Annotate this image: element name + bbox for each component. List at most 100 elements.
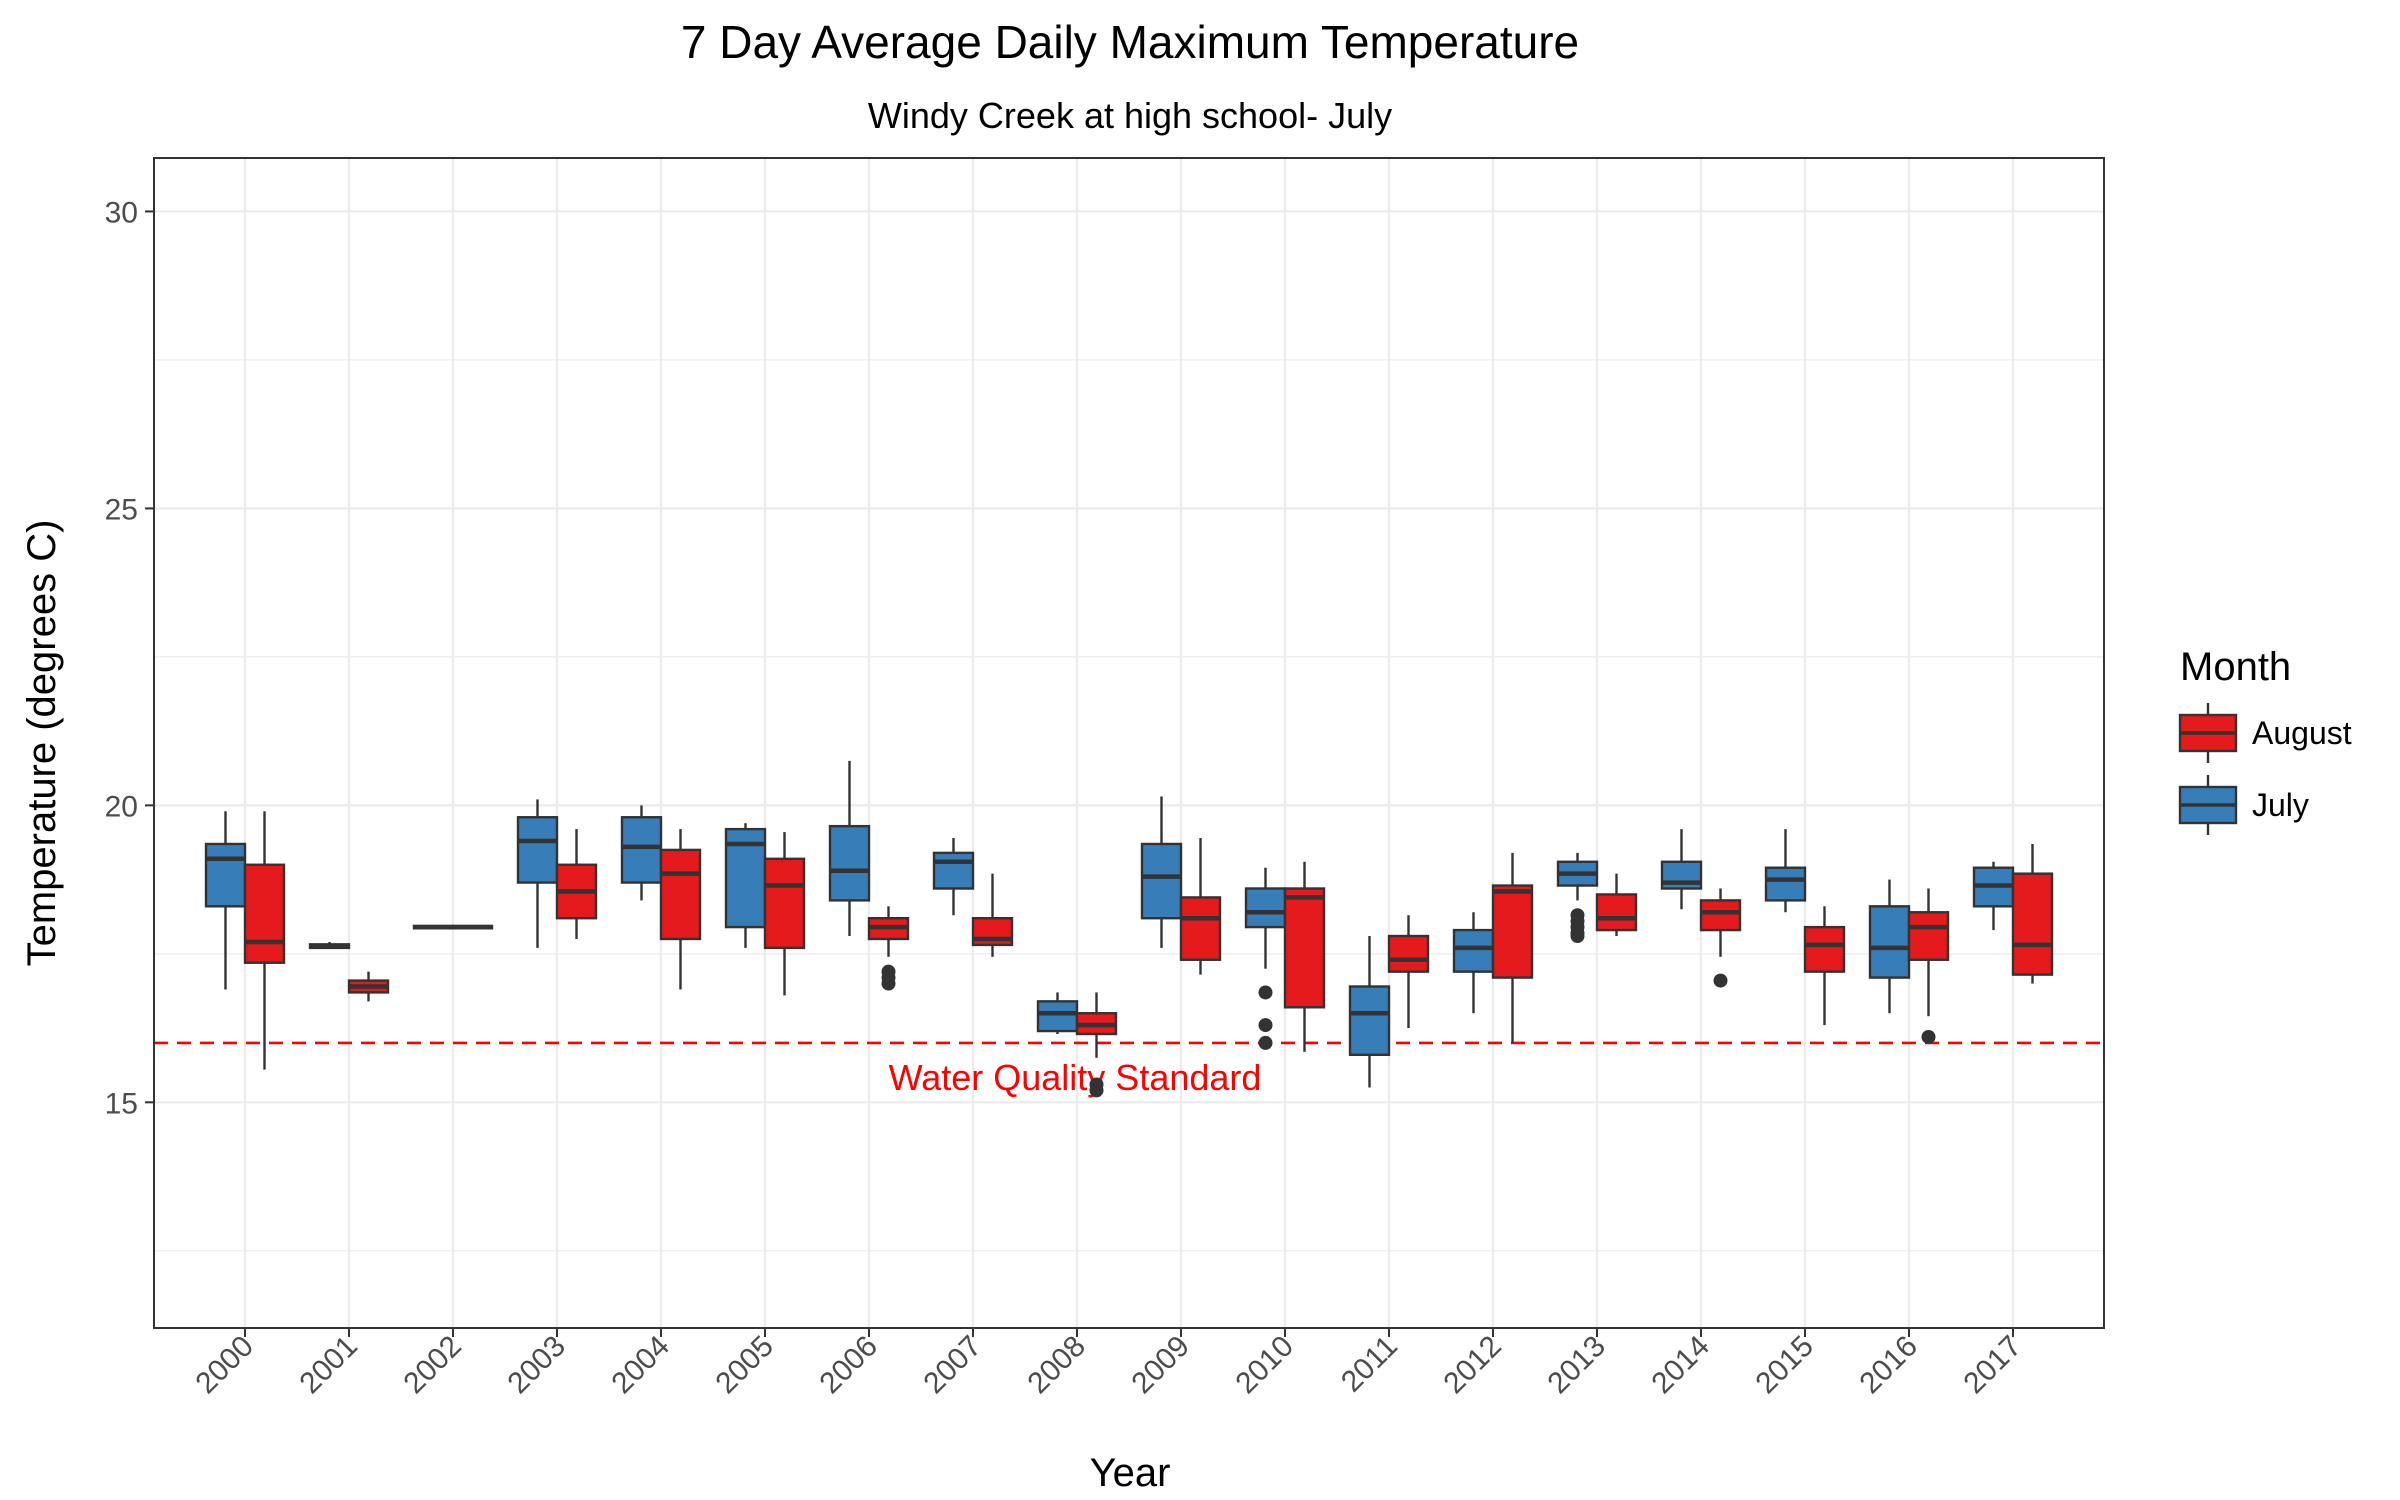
x-tick-label: 2004 xyxy=(605,1330,676,1401)
x-tick-label: 2015 xyxy=(1749,1330,1820,1401)
water-quality-line: Water Quality Standard xyxy=(154,1041,2104,1098)
x-tick-label: 2014 xyxy=(1645,1330,1716,1401)
box-body xyxy=(1283,887,1326,1009)
chart-title: 7 Day Average Daily Maximum Temperature xyxy=(681,16,1579,68)
box-august-2010 xyxy=(1283,861,1326,1052)
box-july-2012 xyxy=(1452,912,1495,1014)
outlier-point xyxy=(1258,985,1273,1000)
outlier-point xyxy=(1570,929,1585,944)
x-tick-label: 2012 xyxy=(1437,1330,1508,1401)
grid-minor xyxy=(154,359,2104,1252)
plot-border xyxy=(153,157,2105,1329)
legend-key-july xyxy=(2178,775,2238,835)
box-july-2009 xyxy=(1140,796,1183,948)
box-body xyxy=(1348,985,1391,1057)
x-tick-label: 2001 xyxy=(293,1330,364,1401)
box-body xyxy=(2011,872,2054,976)
box-august-2009 xyxy=(1179,838,1222,975)
box-august-2001 xyxy=(347,971,390,1002)
box-body xyxy=(1452,928,1495,973)
box-july-2008 xyxy=(1036,992,1079,1035)
reference-line-label: Water Quality Standard xyxy=(889,1057,1262,1098)
legend: Month August July xyxy=(2178,645,2352,835)
box-body xyxy=(659,848,702,941)
outlier-point xyxy=(881,976,896,991)
box-body xyxy=(1491,884,1534,979)
box-body xyxy=(1764,866,1807,902)
box-july-2015 xyxy=(1764,829,1807,913)
box-august-2007 xyxy=(971,873,1014,957)
box-july-2000 xyxy=(204,811,247,990)
box-body xyxy=(1868,905,1911,979)
box-body xyxy=(1907,911,1950,961)
x-tick-label: 2006 xyxy=(813,1330,884,1401)
box-july-2010 xyxy=(1244,867,1287,1050)
outlier-point xyxy=(1921,1029,1936,1044)
y-axis-title: Temperature (degrees C) xyxy=(20,520,64,967)
box-august-2003 xyxy=(555,829,598,939)
box-july-2014 xyxy=(1660,829,1703,910)
box-july-2005 xyxy=(724,823,767,948)
box-body xyxy=(620,816,663,884)
box-body xyxy=(1803,925,1846,973)
x-tick-label: 2017 xyxy=(1957,1330,2028,1401)
x-axis: 2000 2001 2002 2003 2004 2005 2006 2007 2008 2009… xyxy=(189,1328,2028,1400)
x-tick-label: 2002 xyxy=(397,1330,468,1401)
legend-label-august: August xyxy=(2252,715,2352,751)
box-august-2000 xyxy=(243,811,286,1070)
box-august-2015 xyxy=(1803,906,1846,1026)
x-tick-label: 2011 xyxy=(1335,1330,1404,1399)
box-body xyxy=(1036,1000,1079,1033)
x-tick-label: 2010 xyxy=(1229,1330,1300,1401)
chart-subtitle: Windy Creek at high school- July xyxy=(868,95,1392,136)
x-tick-label: 2008 xyxy=(1021,1330,1092,1401)
y-tick-label: 30 xyxy=(105,196,138,229)
y-tick-label: 25 xyxy=(105,493,138,526)
box-july-2013 xyxy=(1556,852,1599,944)
outlier-point xyxy=(1089,1083,1104,1098)
y-tick-label: 15 xyxy=(105,1087,138,1120)
box-august-2004 xyxy=(659,829,702,990)
box-body xyxy=(828,824,871,902)
x-tick-label: 2000 xyxy=(189,1330,260,1401)
x-tick-label: 2005 xyxy=(709,1330,780,1401)
box-body xyxy=(763,857,806,950)
outlier-point xyxy=(1258,1035,1273,1050)
x-tick-label: 2007 xyxy=(917,1330,988,1401)
x-tick-label: 2009 xyxy=(1125,1330,1196,1401)
box-august-2006 xyxy=(867,906,910,991)
x-axis-title: Year xyxy=(1090,1451,1171,1495)
box-july-2001 xyxy=(308,941,351,950)
legend-title: Month xyxy=(2180,645,2291,689)
box-august-2017 xyxy=(2011,843,2054,984)
y-axis: 15 20 25 30 xyxy=(105,196,154,1120)
box-body xyxy=(1179,896,1222,961)
box-july-2006 xyxy=(828,760,871,937)
box-july-2002 xyxy=(412,924,455,930)
legend-key-august xyxy=(2178,703,2238,763)
box-august-2012 xyxy=(1491,852,1534,1043)
plot-panel xyxy=(154,158,2104,1328)
outlier-point xyxy=(1713,973,1728,988)
x-tick-label: 2003 xyxy=(501,1330,572,1401)
box-august-2011 xyxy=(1387,915,1430,1029)
box-july-2011 xyxy=(1348,936,1391,1088)
box-august-2002 xyxy=(451,924,494,930)
box-august-2008 xyxy=(1075,992,1118,1098)
y-tick-label: 20 xyxy=(105,790,138,823)
box-july-2007 xyxy=(932,838,975,916)
x-tick-label: 2013 xyxy=(1541,1330,1612,1401)
box-body xyxy=(932,851,975,890)
box-body xyxy=(1595,893,1638,932)
legend-label-july: July xyxy=(2252,787,2309,823)
box-august-2016 xyxy=(1907,888,1950,1044)
box-body xyxy=(204,842,247,908)
box-july-2016 xyxy=(1868,879,1911,1014)
box-july-2003 xyxy=(516,799,559,948)
x-tick-label: 2016 xyxy=(1853,1330,1924,1401)
box-body xyxy=(1140,842,1183,920)
box-august-2013 xyxy=(1595,873,1638,937)
outlier-point xyxy=(1258,1018,1273,1033)
box-body xyxy=(243,863,286,964)
